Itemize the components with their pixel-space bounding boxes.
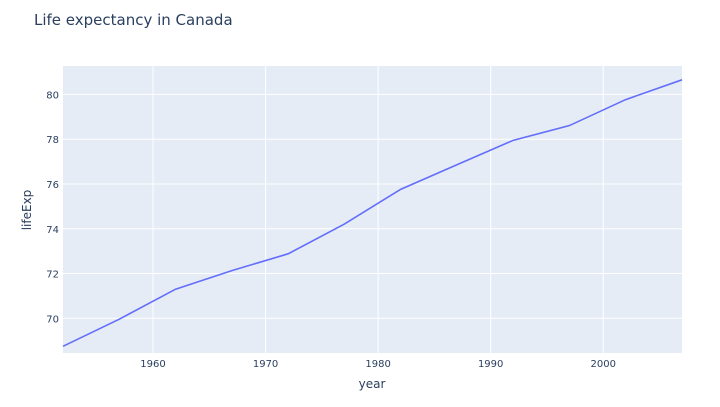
y-tick-label: 78 bbox=[46, 135, 59, 146]
x-tick-label: 1990 bbox=[478, 359, 503, 370]
x-tick-label: 1980 bbox=[365, 359, 390, 370]
plot-area bbox=[63, 66, 682, 353]
x-tick-label: 1960 bbox=[140, 359, 165, 370]
grid-lines bbox=[63, 66, 682, 353]
x-axis-label: year bbox=[359, 377, 386, 391]
x-tick-label: 1970 bbox=[253, 359, 278, 370]
x-tick-label: 2000 bbox=[590, 359, 615, 370]
x-axis-ticks: 1960 1970 1980 1990 2000 bbox=[140, 359, 616, 370]
y-axis-ticks: 70 72 74 76 78 80 bbox=[46, 90, 59, 325]
y-tick-label: 72 bbox=[46, 270, 59, 281]
y-axis-label: lifeExp bbox=[20, 190, 34, 231]
y-tick-label: 76 bbox=[46, 180, 59, 191]
chart-title: Life expectancy in Canada bbox=[34, 11, 233, 29]
life-expectancy-line[interactable] bbox=[62, 79, 683, 348]
y-tick-label: 70 bbox=[46, 314, 59, 325]
y-tick-label: 74 bbox=[46, 225, 59, 236]
y-tick-label: 80 bbox=[46, 90, 59, 101]
